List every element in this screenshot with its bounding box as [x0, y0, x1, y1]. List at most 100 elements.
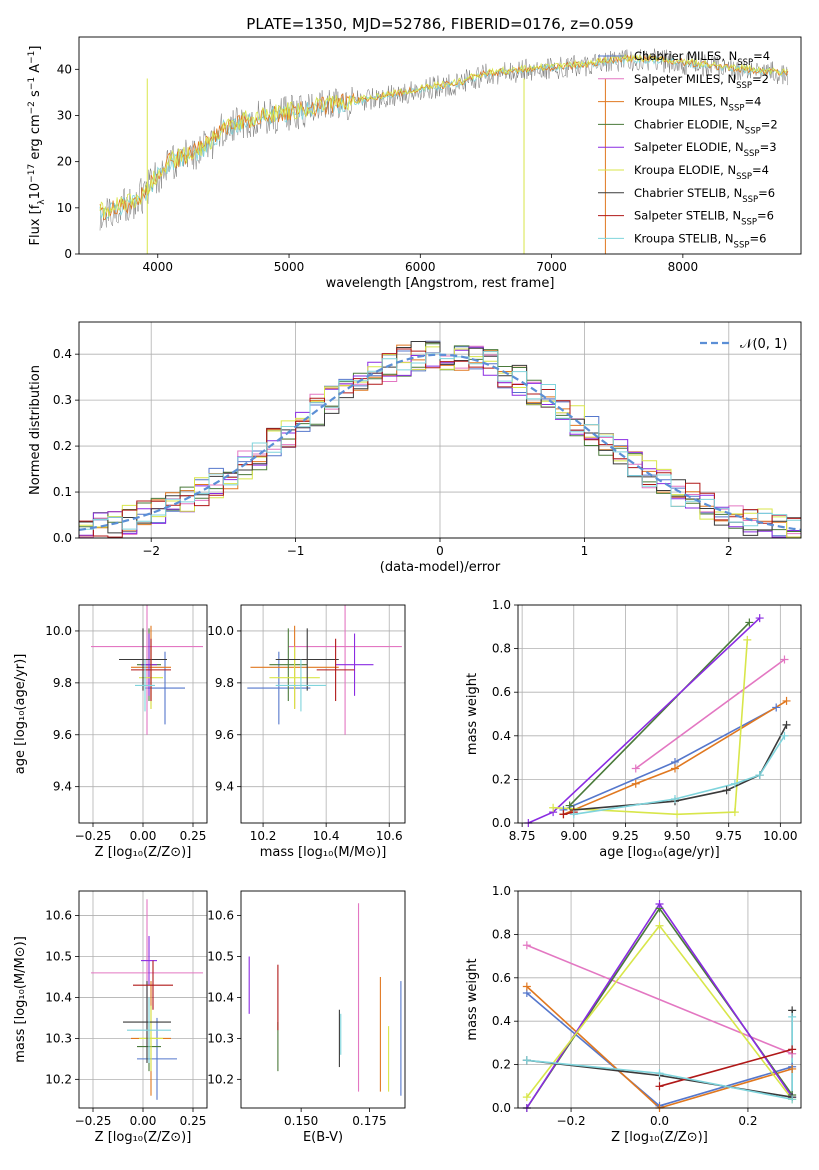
y-tick-label: 10.0 — [45, 624, 72, 638]
axes-frame — [78, 890, 208, 1109]
axes-frame — [78, 604, 208, 824]
weight-marker-salpeter_stelib — [559, 810, 568, 819]
weight-marker-kroupa_stelib — [730, 779, 739, 788]
y-axis-label-part: A — [28, 64, 43, 77]
x-tick-label: 6000 — [405, 260, 436, 274]
weight-line-salpeter_stelib — [659, 1048, 793, 1088]
x-tick-label: 4000 — [142, 260, 173, 274]
y-axis-label-part: −1 — [27, 51, 37, 64]
y-axis-label: Flux [fλ10−17 erg cm−2 s−1 A−1] — [27, 46, 47, 246]
legend-label: Kroupa STELIB, NSSP=6 — [634, 231, 766, 250]
legend-label-suffix: =4 — [744, 95, 761, 109]
x-tick-label: 0.175 — [352, 1114, 386, 1128]
x-tick-label: 8000 — [668, 260, 699, 274]
legend-label-suffix: =2 — [752, 72, 769, 86]
y-tick-label: 10.2 — [45, 1072, 72, 1086]
weight-marker-kroupa_elodie — [549, 803, 558, 812]
y-tick-label: 9.8 — [215, 676, 234, 690]
plot-area — [99, 48, 789, 254]
weight-marker-kroupa_miles — [631, 779, 640, 788]
x-tick-label: −0.25 — [75, 829, 112, 843]
x-axis-label: Z [log₁₀(Z/Z⊙)] — [95, 1130, 192, 1145]
y-tick-label: 0.4 — [53, 347, 72, 361]
weight-marker-kroupa_miles — [782, 696, 791, 705]
weight-marker-chabrier_stelib — [782, 720, 791, 729]
y-axis-label: mass weight — [465, 958, 480, 1040]
legend-label-name: Kroupa MILES, N — [634, 95, 729, 109]
weight-marker-kroupa_elodie — [522, 1093, 531, 1102]
y-tick-label: 0.6 — [492, 685, 511, 699]
x-tick-label: −0.2 — [556, 1114, 585, 1128]
y-tick-label: 10.5 — [45, 950, 72, 964]
x-axis-label: wavelength [Angstrom, rest frame] — [326, 276, 555, 291]
plot-area — [247, 605, 402, 735]
x-axis-label: mass [log₁₀(M/M⊙)] — [260, 845, 387, 860]
weight-marker-salpeter_miles — [522, 941, 531, 950]
legend-label-suffix: =2 — [761, 117, 778, 131]
y-tick-label: 0.8 — [492, 642, 511, 656]
legend-label-sub: SSP — [736, 172, 752, 182]
legend-label: Salpeter ELODIE, NSSP=3 — [634, 140, 777, 159]
legend-label-sub: SSP — [742, 195, 758, 205]
y-tick-label: 20 — [57, 155, 72, 169]
y-tick-label: 9.6 — [215, 728, 234, 742]
y-axis-label-part: −2 — [27, 101, 37, 114]
panel-mass_vs_Z: −0.25 0.00 0.25 10.2 10.3 10.4 10.5 10.6 Z [log₁… — [13, 890, 208, 1145]
legend-label-normal: 𝒩(0, 1) — [740, 337, 787, 352]
legend-label: Salpeter MILES, NSSP=2 — [634, 72, 769, 91]
x-tick-label: 0.150 — [284, 1114, 318, 1128]
legend-label: Chabrier MILES, NSSP=4 — [634, 49, 770, 68]
legend-label-sub: SSP — [736, 81, 752, 91]
y-tick-label: 0.4 — [492, 1014, 511, 1028]
legend-label-name: Kroupa STELIB, N — [634, 231, 734, 245]
x-tick-label: 0.00 — [130, 829, 157, 843]
x-axis-label: age [log₁₀(age/yr)] — [599, 845, 720, 860]
panel-spectrum: 4000 5000 6000 7000 8000 0 10 20 30 40 wavelength … — [27, 36, 802, 291]
weight-marker-salpeter_stelib — [788, 1045, 797, 1054]
y-tick-label: 0.3 — [53, 393, 72, 407]
x-tick-label: 0 — [436, 544, 444, 558]
y-axis-label-part: λ — [37, 199, 47, 205]
y-axis-label: Normed distribution — [28, 365, 43, 495]
weight-line-chabrier_elodie — [569, 621, 750, 807]
y-tick-label: 0.6 — [492, 971, 511, 985]
legend-label-sub: SSP — [741, 218, 757, 228]
legend-label: Kroupa ELODIE, NSSP=4 — [634, 163, 769, 182]
x-tick-label: 10.2 — [250, 829, 277, 843]
legend-label-sub: SSP — [737, 58, 753, 68]
x-tick-label: 9.00 — [560, 829, 587, 843]
y-tick-label: 10.4 — [45, 990, 72, 1004]
y-axis-label-part: ] — [28, 46, 43, 51]
legend-label-sub: SSP — [734, 240, 750, 250]
legend-label-suffix: =4 — [752, 163, 769, 177]
x-tick-label: 10.4 — [313, 829, 340, 843]
plot-area — [248, 903, 402, 1096]
y-axis-label-part: erg cm — [28, 114, 43, 163]
weight-marker-kroupa_miles — [522, 982, 531, 991]
y-tick-label: 9.8 — [53, 676, 72, 690]
y-tick-label: 0.1 — [53, 485, 72, 499]
legend-label: Chabrier STELIB, NSSP=6 — [634, 186, 775, 205]
panel-residuals: −2 −1 0 1 2 0.0 0.1 0.2 0.3 0.4 (data-model)/error… — [28, 321, 802, 575]
weight-line-kroupa_elodie — [553, 639, 749, 816]
x-tick-label: −0.25 — [75, 1114, 112, 1128]
weight-marker-salpeter_elodie — [655, 900, 664, 909]
x-tick-label: 0.25 — [180, 1114, 207, 1128]
x-axis-label: (data-model)/error — [380, 560, 501, 575]
y-tick-label: 0.8 — [492, 927, 511, 941]
legend-label-suffix: =6 — [757, 209, 774, 223]
axes-frame — [517, 604, 802, 824]
plot-area — [91, 899, 203, 1100]
weight-line-chabrier_miles — [563, 706, 777, 811]
x-tick-label: 0.0 — [650, 1114, 669, 1128]
weight-marker-salpeter_miles — [780, 655, 789, 664]
x-axis-label: Z [log₁₀(Z/Z⊙)] — [611, 1130, 708, 1145]
y-tick-label: 0.0 — [492, 816, 511, 830]
y-tick-label: 9.6 — [53, 728, 72, 742]
y-tick-label: 40 — [57, 62, 72, 76]
y-axis-label-part: 10 — [28, 183, 43, 200]
x-tick-label: 9.50 — [664, 829, 691, 843]
weight-line-kroupa_miles — [526, 985, 793, 1108]
legend-label-name: Salpeter STELIB, N — [634, 209, 741, 223]
